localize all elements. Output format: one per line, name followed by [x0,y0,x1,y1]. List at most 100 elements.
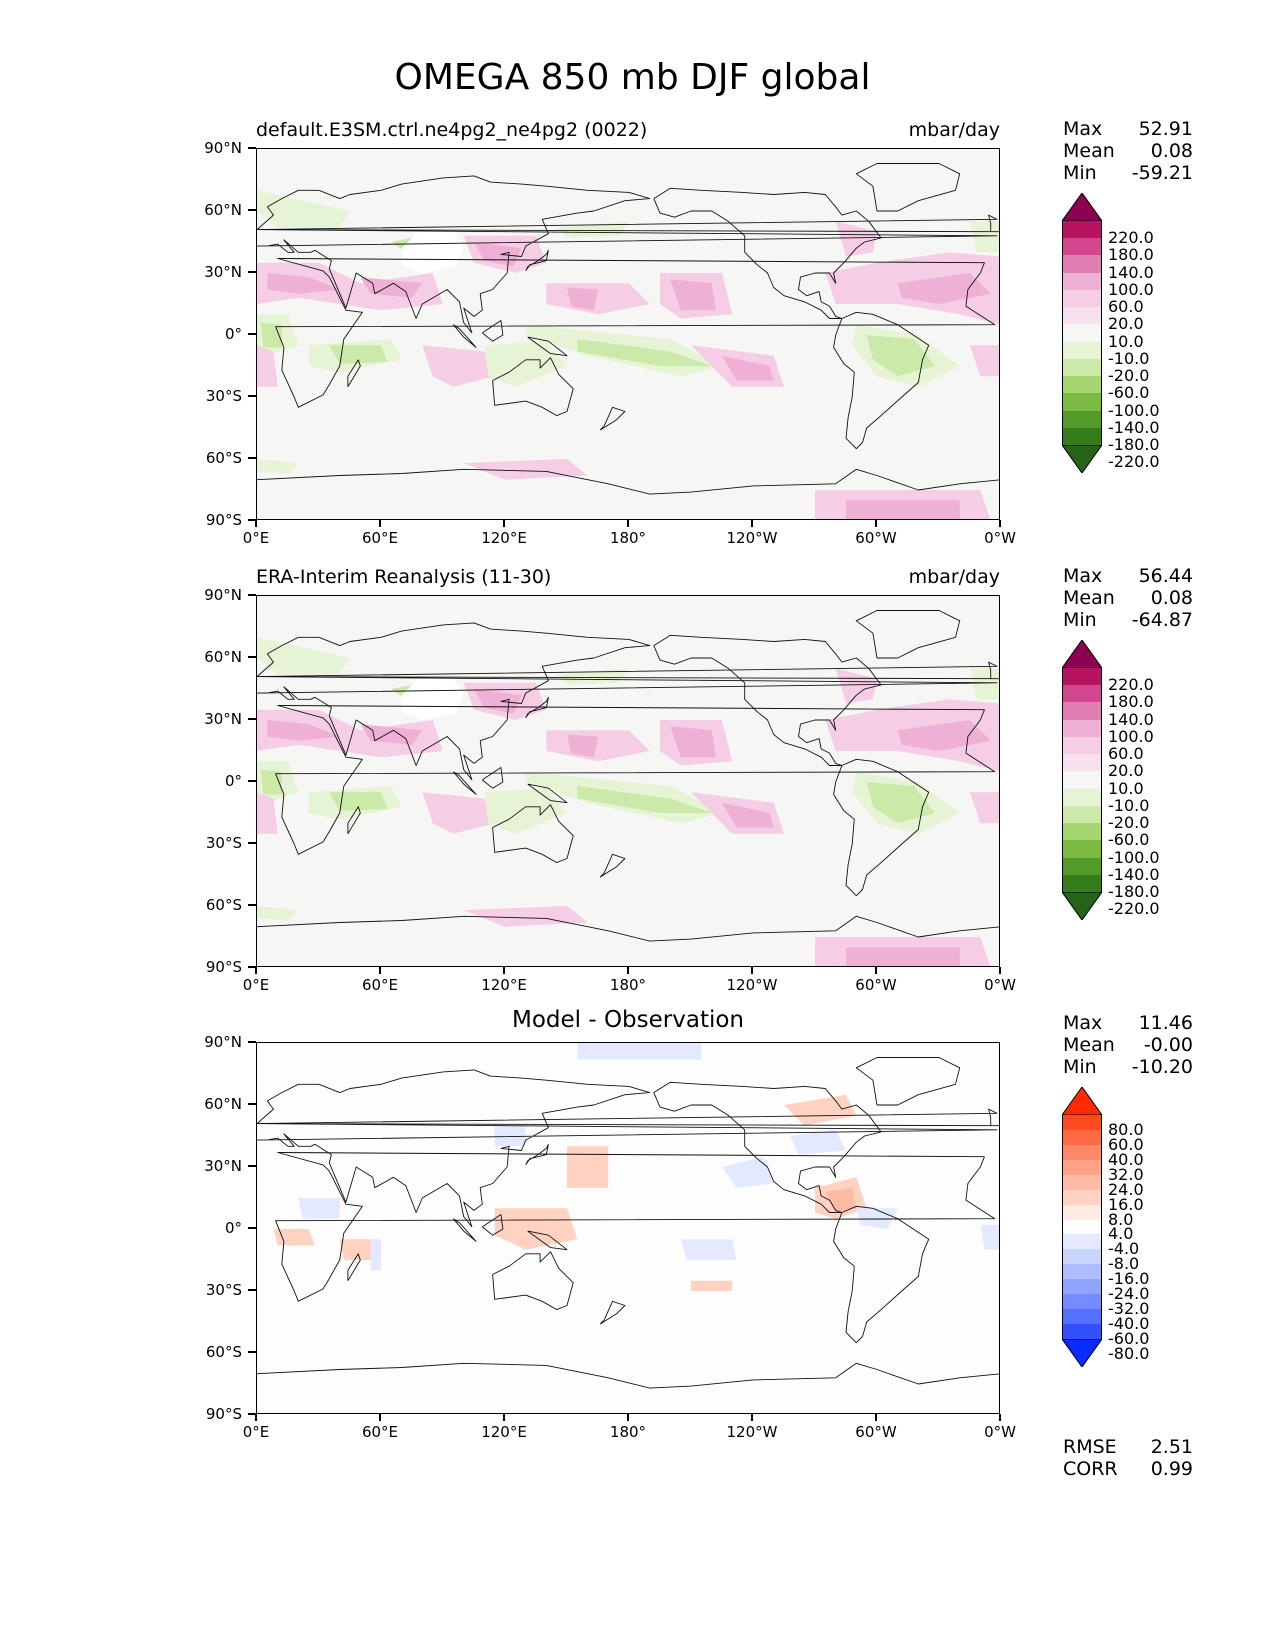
colorbar-label: 10.0 [1108,778,1144,798]
contour-region [329,345,388,364]
contour-region [670,279,716,311]
panel-difference: Model - Observation 90°N 60°N 30°N 0° 30°S 60°… [0,1007,1275,1452]
coastline [257,661,999,680]
y-tick-label: 90°N [204,586,242,604]
x-tick [999,520,1001,527]
stat-row: CORR 0.99 [1063,1458,1193,1480]
x-tick [627,967,629,974]
colorbar-segment [1062,874,1102,893]
contour-region [463,459,588,480]
difference-extra-stats: RMSE 2.51 CORR 0.99 [1063,1436,1193,1480]
contour-region [267,273,340,294]
stat-row: Min -10.20 [1063,1056,1193,1078]
y-tick-label: 90°S [205,958,242,976]
contour-region [422,792,495,834]
map-svg [257,610,999,966]
stat-value: -10.20 [1131,1056,1193,1078]
coastline [452,771,477,795]
contour-region [835,668,877,704]
y-tick [248,1351,256,1353]
colorbar-segment [1062,1159,1102,1176]
colorbar-label: 16.0 [1108,1194,1144,1214]
coastline [452,324,477,348]
colorbar-segment [1062,324,1102,343]
coastline [257,622,998,781]
coastline [275,258,996,408]
colorbar-segment [1062,410,1102,429]
map-plot [256,1042,1000,1414]
x-tick [875,520,877,527]
stat-value: -64.87 [1131,609,1193,631]
panel-title: Model - Observation [511,1007,745,1033]
colorbar-extend-bottom [1062,445,1102,473]
stat-value: 56.44 [1138,565,1193,587]
contour-region [577,339,712,366]
coastline [492,804,574,864]
x-tick-label: 60°W [855,529,897,547]
contour-region [866,335,935,377]
y-tick-label: 30°N [204,1157,242,1175]
colorbar-label: 24.0 [1108,1179,1144,1199]
y-tick [248,147,256,149]
stat-value: 52.91 [1138,118,1193,140]
stat-value: 11.46 [1138,1012,1193,1034]
coastline [482,1214,504,1236]
map-svg [257,1043,999,1389]
colorbar-label: -10.0 [1108,795,1150,815]
x-tick [627,520,629,527]
y-tick [248,457,256,459]
x-tick-label: 0°W [984,1423,1016,1441]
colorbar-segment [1062,221,1102,239]
y-tick [248,1227,256,1229]
colorbar-extend-top [1062,193,1102,221]
x-tick [751,520,753,527]
contour-region [670,726,716,758]
colorbar-segment [1062,1144,1102,1161]
contour-region [257,262,443,311]
stat-row: Min -59.21 [1063,162,1193,184]
colorbar-segment [1062,736,1102,755]
stat-key: Min [1063,609,1097,631]
y-tick-label: 90°N [204,139,242,157]
contour-region [360,724,423,745]
x-tick [627,1414,629,1421]
colorbar-label: 8.0 [1108,1209,1134,1229]
y-tick-label: 60°S [205,896,242,914]
colorbar-label: 20.0 [1108,314,1144,334]
colorbar-segment [1062,1264,1102,1280]
panel-stats: Max 56.44 Mean 0.08 Min -64.87 [1063,565,1193,631]
colorbar-label: -60.0 [1108,383,1150,403]
coastline [855,1057,961,1106]
panel-model: default.E3SM.ctrl.ne4pg2_ne4pg2 (0022) mb… [0,118,1275,558]
contour-region [474,689,522,714]
coastline [452,1218,477,1242]
y-tick [248,519,256,521]
coastline [347,359,361,387]
missing-data-region [401,678,464,720]
coastline [527,783,568,804]
coastline [833,311,930,450]
y-tick-label: 90°S [205,511,242,529]
contour-region [846,500,960,519]
y-tick-label: 30°N [204,263,242,281]
coastline [525,1143,549,1166]
stat-key: Min [1063,162,1097,184]
y-tick-label: 30°S [205,387,242,405]
x-tick-label: 0°W [984,976,1016,994]
colorbar-label: -8.0 [1108,1254,1140,1274]
colorbar-label: -32.0 [1108,1299,1150,1319]
coastline [257,175,998,334]
x-tick-label: 60°E [361,976,399,994]
x-tick-label: 60°W [855,1423,897,1441]
colorbar-label: 220.0 [1108,228,1154,248]
coastline [653,187,882,319]
x-tick-label: 120°W [726,1423,778,1441]
contour-region [980,1224,999,1250]
contour-region [257,459,299,474]
stat-key: CORR [1063,1458,1118,1480]
x-tick-label: 120°W [726,529,778,547]
contour-region [556,668,629,685]
contour-region [970,345,999,377]
coastline [492,357,574,417]
colorbar-segment [1062,668,1102,686]
